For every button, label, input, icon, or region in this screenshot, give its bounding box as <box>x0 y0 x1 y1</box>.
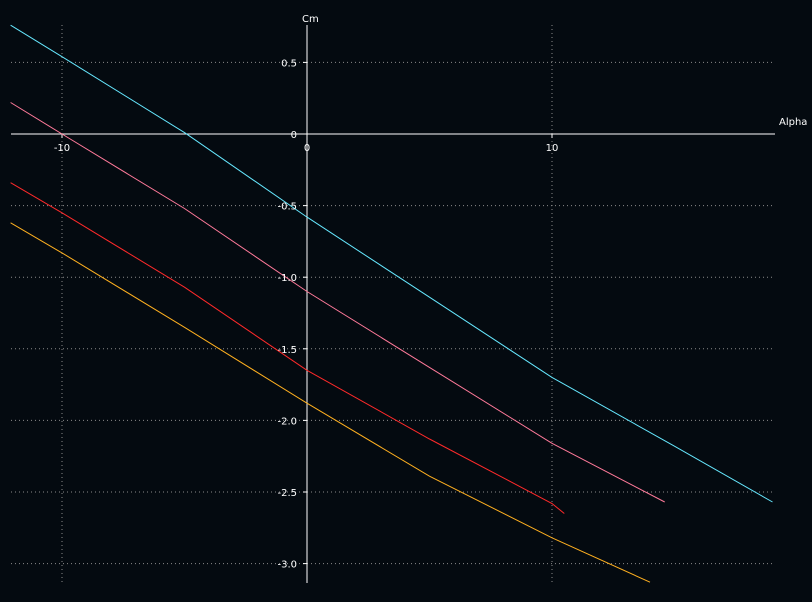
y-tick-label: -3.0 <box>277 560 297 571</box>
series-line-3 <box>10 182 565 514</box>
grid <box>11 25 775 583</box>
x-tick-label: 0 <box>304 143 310 154</box>
series-group <box>10 24 773 583</box>
y-tick-label: 0 <box>291 130 297 141</box>
y-tick-label: 0.5 <box>281 58 297 69</box>
series-line-4 <box>10 222 651 583</box>
y-tick-label: -1.0 <box>277 273 297 284</box>
y-tick-label: -2.0 <box>277 416 297 427</box>
x-axis-title: Alpha <box>779 117 807 128</box>
series-line-1 <box>10 24 773 503</box>
y-tick-label: -0.5 <box>277 202 297 213</box>
tick-labels: -10 0 10 0.5 0 -0.5 -1.0 -1.5 -2.0 -2.5 -3.0 <box>54 58 559 570</box>
x-tick-label: -10 <box>54 143 70 154</box>
series-line-2 <box>10 102 665 503</box>
y-tick-label: -1.5 <box>277 345 297 356</box>
axes <box>11 25 775 583</box>
x-tick-label: 10 <box>546 143 559 154</box>
y-axis-title: Cm <box>302 14 319 25</box>
y-tick-label: -2.5 <box>277 488 297 499</box>
